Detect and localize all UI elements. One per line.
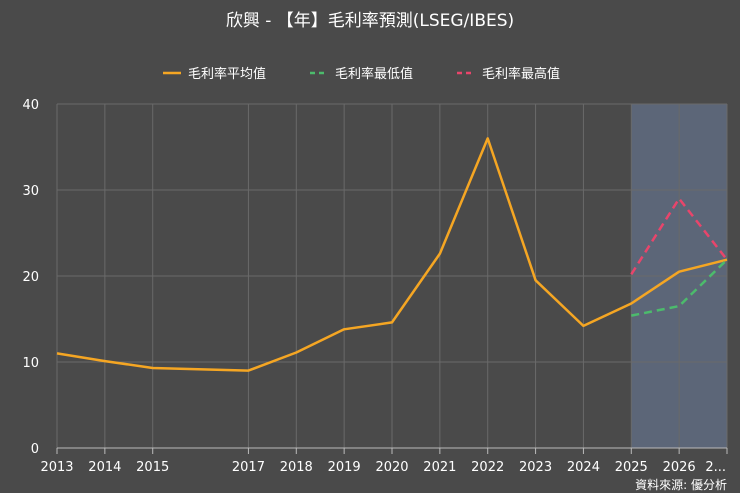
y-tick-label: 20: [22, 270, 39, 285]
y-tick-label: 0: [31, 442, 39, 457]
source-note: 資料來源: 優分析: [635, 478, 727, 492]
series-line-2: [631, 258, 728, 317]
x-tick-label: 2023: [519, 460, 552, 475]
x-tick-label: 2020: [375, 460, 408, 475]
y-tick-label: 30: [22, 184, 39, 199]
x-tick-label: 2022: [471, 460, 504, 475]
grid: [56, 103, 728, 449]
y-tick-label: 10: [22, 356, 39, 371]
y-tick-label: 40: [22, 98, 39, 113]
x-tick-label: 2...: [705, 460, 726, 475]
chart-title: 欣興 - 【年】毛利率預測(LSEG/IBES): [226, 11, 514, 31]
x-tick-label: 2017: [232, 460, 265, 475]
x-tick-label: 2021: [423, 460, 456, 475]
x-tick-label: 2015: [136, 460, 169, 475]
series-lines: [56, 137, 728, 372]
series-line-1: [56, 137, 728, 372]
x-tick-label: 2026: [663, 460, 696, 475]
x-tick-label: 2019: [328, 460, 361, 475]
legend-label-3: 毛利率最高值: [482, 66, 560, 82]
x-tick-label: 2025: [615, 460, 648, 475]
y-axis: 0 10 20 30 40: [22, 98, 39, 457]
x-tick-label: 2013: [40, 460, 73, 475]
x-tick-label: 2018: [280, 460, 313, 475]
x-tick-label: 2014: [88, 460, 121, 475]
legend-label-2: 毛利率最低值: [335, 66, 413, 82]
legend: 毛利率平均值 毛利率最低值 毛利率最高值: [163, 66, 560, 82]
x-axis: 2013 2014 2015 2017 2018 2019 2020 2021 2022 2023…: [40, 447, 728, 475]
legend-label-1: 毛利率平均值: [188, 66, 266, 82]
series-line-3: [630, 197, 728, 275]
x-tick-label: 2024: [567, 460, 600, 475]
